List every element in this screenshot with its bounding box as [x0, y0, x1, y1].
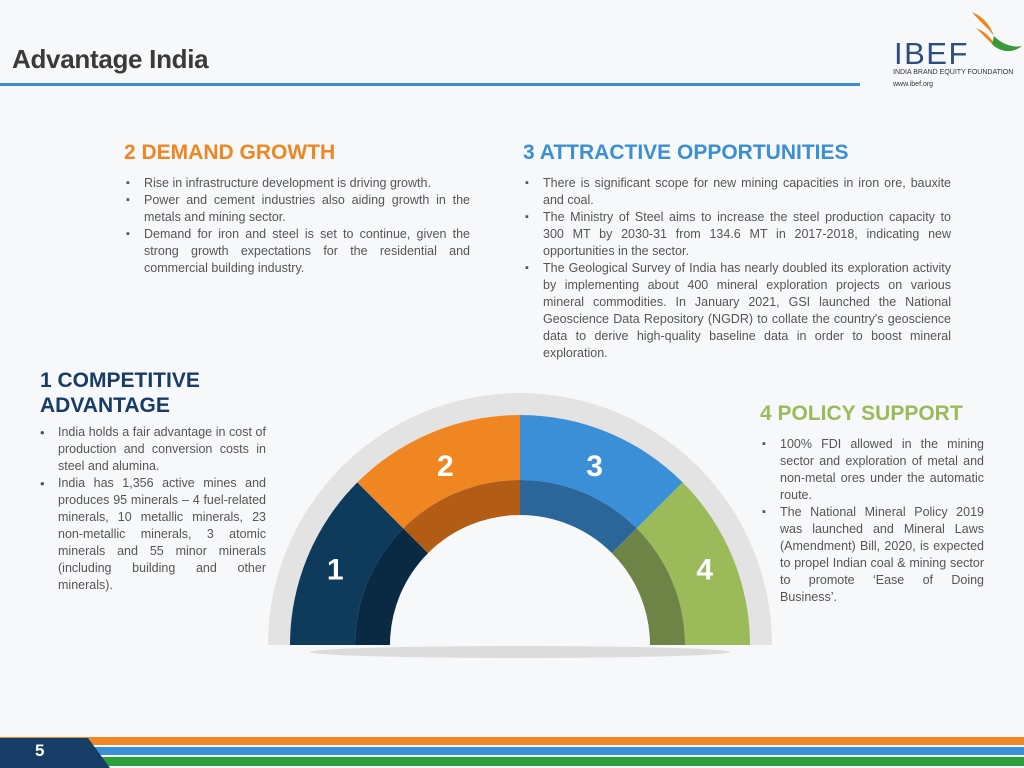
demand-growth-section: 2 DEMAND GROWTH Rise in infrastructure d…	[124, 141, 470, 277]
flag-swoosh-icon	[972, 12, 1022, 52]
gauge-segment-inner-3	[520, 480, 637, 554]
list-item: Power and cement industries also aiding …	[124, 192, 470, 226]
attractive-opportunities-list: There is significant scope for new minin…	[523, 175, 951, 362]
demand-growth-list: Rise in infrastructure development is dr…	[124, 175, 470, 277]
gauge-label-2: 2	[437, 450, 454, 483]
page-number-tab	[0, 738, 110, 768]
gauge-shadow	[310, 646, 730, 658]
competitive-advantage-section: 1 COMPETITIVE ADVANTAGE India holds a fa…	[40, 368, 266, 594]
page-number: 5	[35, 741, 45, 760]
title-underline	[0, 83, 860, 86]
policy-support-list: 100% FDI allowed in the mining sector an…	[760, 436, 984, 606]
logo-wordmark: IBEF	[894, 36, 969, 71]
ibef-logo[interactable]: IBEF INDIA BRAND EQUITY FOUNDATION www.i…	[892, 10, 1022, 90]
competitive-advantage-list: India holds a fair advantage in cost of …	[40, 424, 266, 594]
gauge-label-1: 1	[327, 553, 344, 586]
competitive-heading-line2: ADVANTAGE	[40, 394, 170, 417]
advantage-gauge: 1 2 3 4	[268, 393, 772, 658]
gauge-label-4: 4	[696, 553, 713, 586]
gauge-segment-2	[357, 415, 520, 529]
footer-bar	[0, 737, 1024, 768]
logo-subtitle: INDIA BRAND EQUITY FOUNDATION	[893, 69, 1014, 76]
list-item: 100% FDI allowed in the mining sector an…	[760, 436, 984, 504]
gauge-segment-inner-2	[403, 480, 520, 554]
attractive-opportunities-heading: 3 ATTRACTIVE OPPORTUNITIES	[523, 141, 849, 164]
gauge-segment-inner-4	[611, 528, 685, 645]
demand-growth-heading: 2 DEMAND GROWTH	[124, 141, 336, 164]
logo-url[interactable]: www.ibef.org	[893, 81, 934, 88]
list-item: The Geological Survey of India has nearl…	[523, 260, 951, 362]
gauge-segment-4	[636, 482, 750, 645]
competitive-heading-line1: 1 COMPETITIVE	[40, 369, 200, 392]
gauge-segment-1	[290, 482, 404, 645]
policy-support-section: 4 POLICY SUPPORT 100% FDI allowed in the…	[760, 402, 984, 606]
list-item: There is significant scope for new minin…	[523, 175, 951, 209]
list-item: India holds a fair advantage in cost of …	[40, 424, 266, 475]
gauge-segment-inner-1	[355, 528, 429, 645]
list-item: India has 1,356 active mines and produce…	[40, 475, 266, 594]
page-title: Advantage India	[12, 44, 209, 74]
competitive-advantage-heading: 1 COMPETITIVE ADVANTAGE	[40, 368, 266, 418]
gauge-segment-3	[520, 415, 683, 529]
gauge-label-3: 3	[586, 450, 603, 483]
list-item: Demand for iron and steel is set to cont…	[124, 226, 470, 277]
list-item: Rise in infrastructure development is dr…	[124, 175, 470, 192]
policy-support-heading: 4 POLICY SUPPORT	[760, 402, 963, 425]
list-item: The National Mineral Policy 2019 was lau…	[760, 504, 984, 606]
attractive-opportunities-section: 3 ATTRACTIVE OPPORTUNITIES There is sign…	[523, 141, 951, 362]
list-item: The Ministry of Steel aims to increase t…	[523, 209, 951, 260]
